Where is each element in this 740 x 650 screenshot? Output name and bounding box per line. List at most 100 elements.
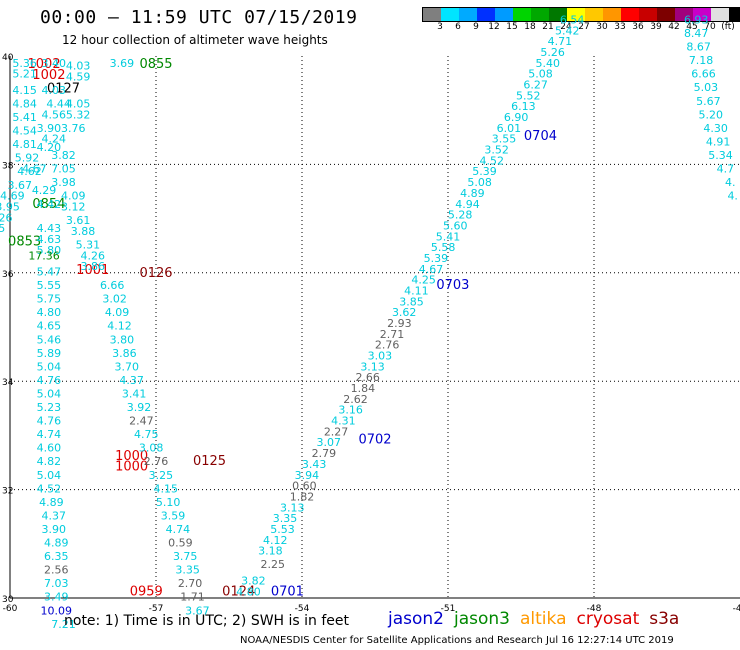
satellite-legend: jason2 jason3 altika cryosat s3a	[388, 609, 679, 629]
wave-height-value: 4.20	[37, 141, 62, 154]
color-scale-cell	[495, 8, 513, 21]
wave-height-value: 2.76	[375, 339, 400, 352]
page-title: 00:00 – 11:59 UTC 07/15/2019	[40, 7, 358, 28]
color-scale-cell	[729, 8, 740, 21]
wave-height-value: 5.10	[156, 496, 181, 509]
wave-height-value: 3.03	[368, 350, 393, 363]
wave-height-value: 4.05	[66, 97, 91, 110]
pass-time-label: 1000	[115, 449, 148, 464]
wave-height-value: 4.59	[66, 70, 91, 83]
color-scale-label: 21	[542, 22, 554, 32]
longitude-label: -54	[295, 604, 310, 614]
pass-time-label: 0853	[8, 235, 41, 250]
wave-height-value: 6.66	[100, 279, 125, 292]
wave-height-value: 6.93	[684, 13, 709, 26]
color-scale-label: 27	[578, 22, 590, 32]
wave-height-value: 4.56	[42, 108, 67, 121]
wave-height-value: 5.39	[472, 165, 497, 178]
wave-height-value: 3.90	[42, 523, 67, 536]
wave-height-value: 5.04	[37, 469, 62, 482]
wave-height-value: 4.03	[42, 84, 67, 97]
color-scale-cell	[711, 8, 729, 21]
color-scale-label: 45	[686, 22, 698, 32]
color-scale-label: 30	[596, 22, 608, 32]
wave-height-value: 2.47	[129, 415, 154, 428]
latitude-label: 30	[2, 595, 14, 605]
wave-height-value: 3.49	[44, 591, 69, 604]
wave-height-values: 5.365.214.154.845.414.544.815.924.623.67…	[0, 13, 738, 630]
wave-height-value: 4.12	[263, 534, 288, 547]
wave-height-value: 6.66	[691, 68, 716, 81]
wave-height-value: 2.79	[312, 447, 337, 460]
wave-height-value: 5.08	[467, 176, 492, 189]
wave-height-value: 1.82	[290, 490, 315, 503]
wave-height-value: 4.65	[37, 320, 62, 333]
wave-height-value: 5.42	[555, 24, 580, 37]
map-grid	[9, 56, 740, 599]
wave-height-value: 3.70	[115, 360, 140, 373]
wave-height-value: 3.55	[492, 133, 517, 146]
wave-height-value: 5.28	[448, 209, 473, 222]
wave-height-value: 5.23	[37, 401, 62, 414]
wave-height-value: 4.43	[37, 222, 62, 235]
wave-height-value: 5.41	[12, 111, 37, 124]
wave-height-value: 5.08	[528, 68, 553, 81]
wave-height-value: 2.93	[387, 317, 412, 330]
wave-height-value: 5.36	[12, 57, 37, 70]
wave-height-value: 4.52	[480, 154, 505, 167]
wave-height-value: 4.81	[12, 138, 37, 151]
color-scale-cell	[549, 8, 567, 21]
wave-height-value: 4.54	[12, 125, 37, 138]
wave-height-value: 4.69	[0, 190, 25, 203]
wave-height-value: 5.53	[270, 523, 295, 536]
wave-height-value: 3.43	[302, 458, 327, 471]
wave-height-value: 5.46	[37, 333, 62, 346]
pass-time-label: 1001	[76, 263, 109, 278]
wave-height-value: 4.42	[37, 198, 62, 211]
wave-height-value: 3.90	[37, 122, 62, 135]
wave-height-value: 4.82	[37, 455, 62, 468]
pass-time-label: 0855	[139, 57, 172, 72]
longitude-label: -45	[733, 604, 740, 614]
color-scale-cell	[657, 8, 675, 21]
footer-note: note: 1) Time is in UTC; 2) SWH is in fe…	[64, 613, 350, 629]
wave-height-value: 5.40	[536, 57, 561, 70]
wave-height-value: 5.39	[424, 252, 449, 265]
wave-height-value: 5.34	[708, 149, 733, 162]
wave-height-value: 4.89	[39, 496, 64, 509]
wave-height-value: 4.63	[37, 233, 62, 246]
wave-height-value: 3.98	[51, 176, 76, 189]
wave-height-value: 4.62	[17, 165, 42, 178]
wave-height-value: 3.80	[110, 333, 135, 346]
wave-height-value: 3.13	[360, 360, 385, 373]
color-scale-label: 18	[524, 22, 536, 32]
color-scale-label: 70	[704, 22, 716, 32]
color-scale-label: 3	[437, 22, 443, 32]
color-scale-label: 33	[614, 22, 626, 32]
wave-height-value: 4.89	[44, 537, 69, 550]
color-scale-cell	[675, 8, 693, 21]
wave-height-value: 0.60	[292, 480, 317, 493]
wave-height-value: 3.88	[71, 225, 96, 238]
pass-time-label: 1002	[32, 68, 65, 83]
wave-height-value: 5.32	[66, 108, 91, 121]
wave-height-value: 4.75	[134, 428, 159, 441]
latitude-label: 40	[2, 53, 14, 63]
wave-height-value: 7.21	[51, 618, 76, 631]
wave-height-value: 6.90	[504, 111, 529, 124]
color-scale-label: 24	[560, 22, 572, 32]
latitude-label: 32	[2, 487, 13, 497]
wave-height-value: 5.75	[37, 293, 62, 306]
color-scale-cell	[693, 8, 711, 21]
wave-height-value: 6.01	[497, 122, 522, 135]
wave-height-value: 4.52	[37, 482, 62, 495]
wave-height-value: 17.36	[28, 249, 60, 262]
wave-height-value: 4.76	[37, 415, 62, 428]
wave-height-value: 3.41	[122, 387, 147, 400]
color-scale-cell	[513, 8, 531, 21]
wave-height-value: 3.86	[80, 260, 105, 273]
wave-height-value: 4.67	[22, 163, 47, 176]
wave-height-value: 3.86	[112, 347, 137, 360]
wave-height-value: 5.52	[516, 89, 541, 102]
